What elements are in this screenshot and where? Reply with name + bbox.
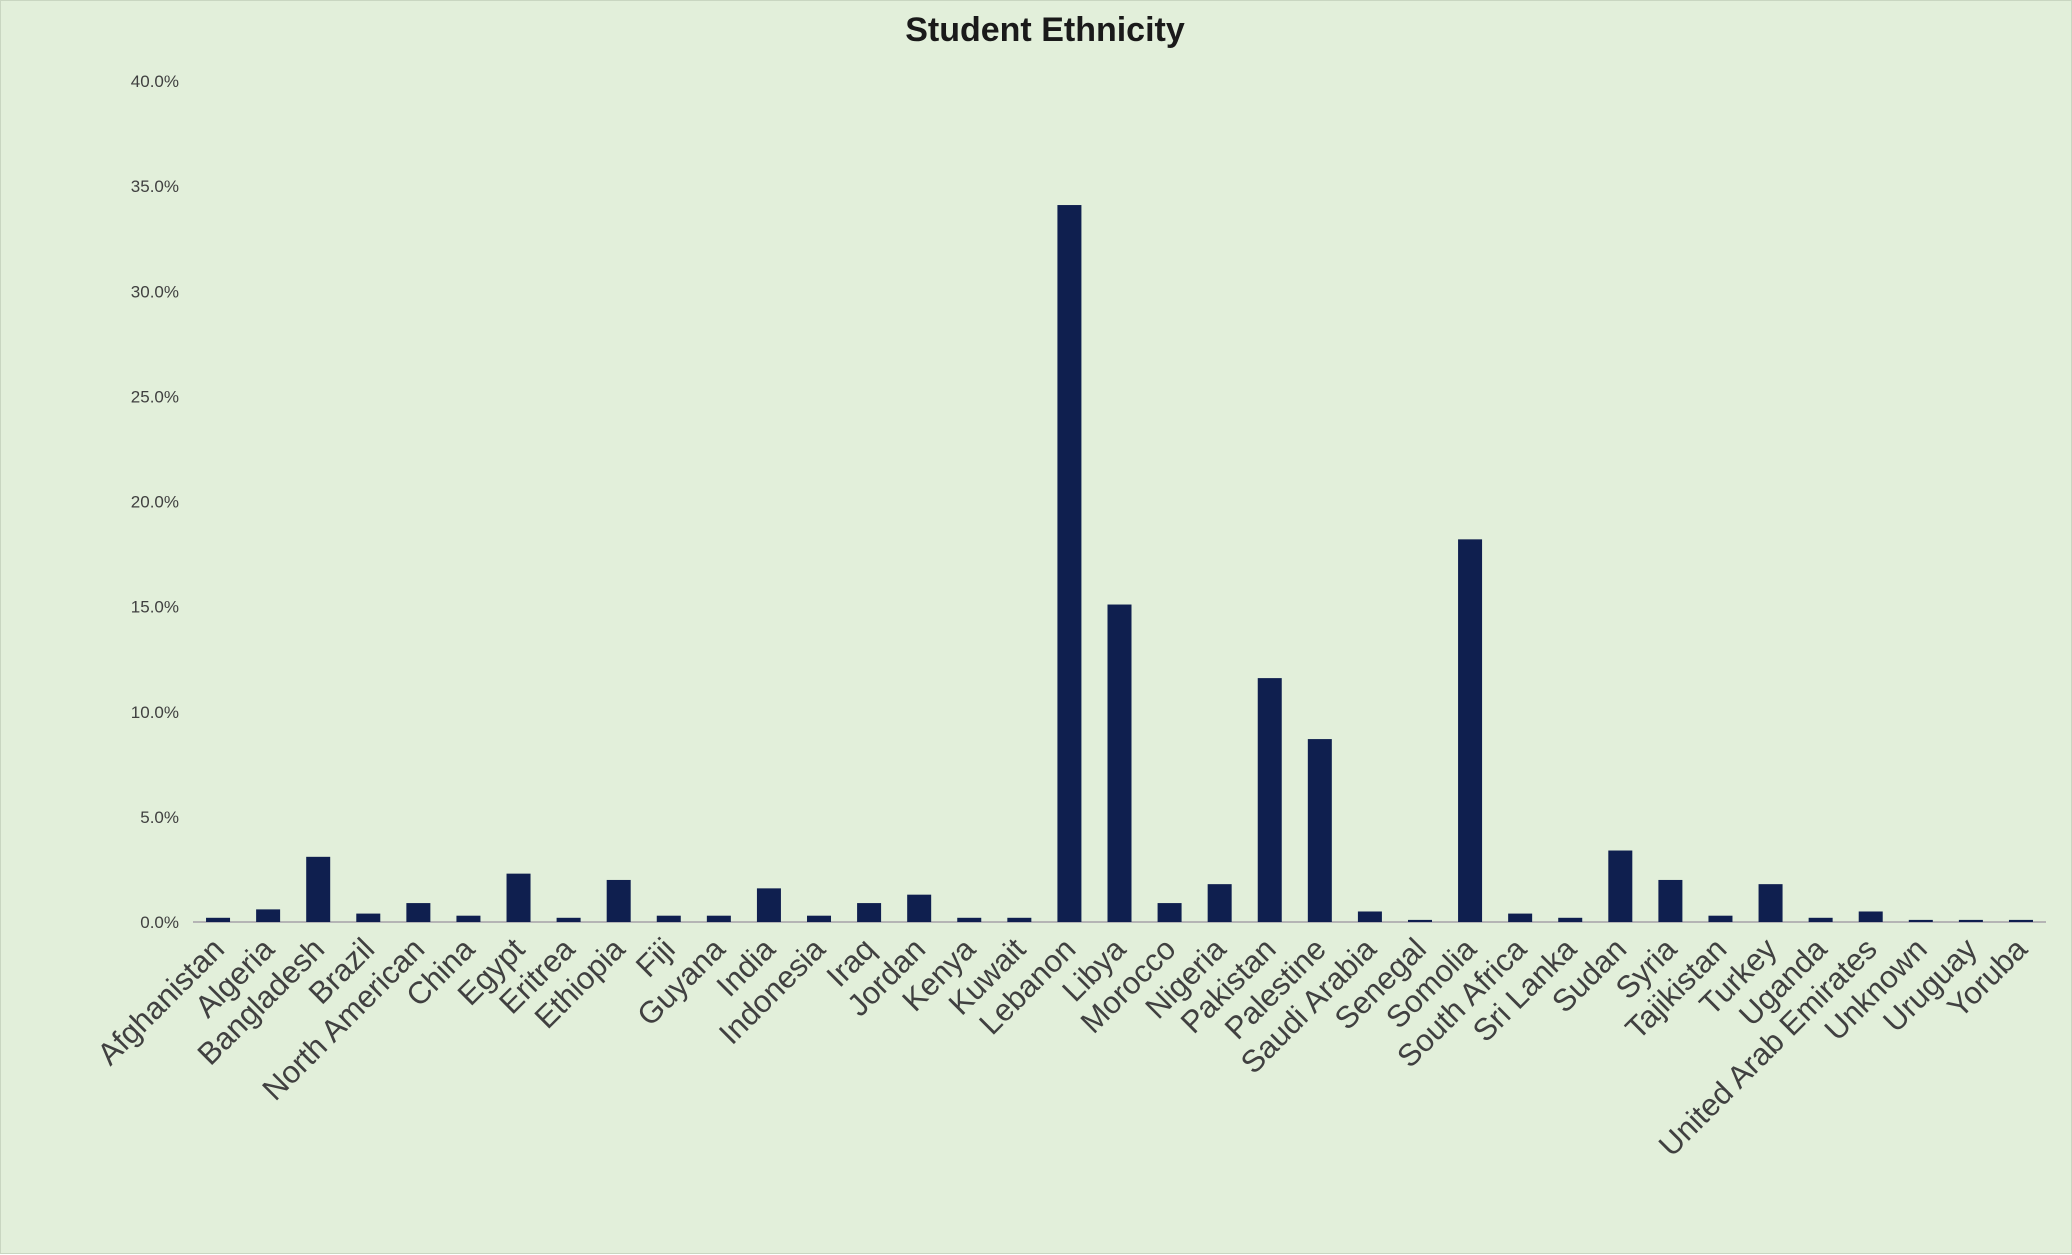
bar-palestine [1307, 739, 1332, 922]
bar-syria [1658, 879, 1683, 922]
bar-saudi-arabia [1357, 911, 1382, 922]
bar-tajikistan [1708, 915, 1733, 922]
bar-libya [1107, 604, 1132, 922]
bar-ethiopia [606, 879, 631, 922]
bar-nigeria [1207, 884, 1232, 922]
bar-uganda [1808, 917, 1833, 922]
bar-india [756, 888, 781, 922]
bars-group [206, 205, 2033, 923]
bar-north-american [406, 903, 431, 922]
bar-kuwait [1007, 917, 1032, 922]
bar-turkey [1758, 884, 1783, 922]
bar-united-arab-emirates [1858, 911, 1883, 922]
bar-algeria [256, 909, 281, 922]
bar-morocco [1157, 903, 1182, 922]
bar-sri-lanka [1558, 917, 1583, 922]
y-tick-label: 5.0% [140, 808, 179, 827]
y-tick-label: 15.0% [131, 598, 179, 617]
y-tick-label: 20.0% [131, 493, 179, 512]
bar-fiji [656, 915, 681, 922]
y-tick-label: 10.0% [131, 703, 179, 722]
bar-brazil [356, 913, 381, 922]
bar-lebanon [1057, 205, 1082, 923]
y-tick-label: 0.0% [140, 913, 179, 932]
bar-yoruba [2008, 919, 2033, 922]
y-tick-label: 35.0% [131, 177, 179, 196]
y-axis-ticks: 0.0% 5.0% 10.0% 15.0% 20.0% 25.0% 30.0% 35.0% 40… [131, 72, 179, 932]
bar-eritrea [556, 917, 581, 922]
y-tick-label: 40.0% [131, 72, 179, 91]
bar-senegal [1407, 919, 1432, 922]
bar-pakistan [1257, 678, 1282, 922]
bar-jordan [907, 894, 932, 922]
bar-bangladesh [306, 856, 331, 922]
bar-uruguay [1958, 919, 1983, 922]
bar-indonesia [807, 915, 832, 922]
bar-china [456, 915, 481, 922]
bar-kenya [957, 917, 982, 922]
bar-guyana [706, 915, 731, 922]
bar-somolia [1458, 539, 1483, 922]
bar-iraq [857, 903, 882, 922]
y-tick-label: 25.0% [131, 387, 179, 406]
x-axis-ticks: AfghanistanAlgeriaBangladeshBrazilNorth … [90, 931, 2034, 1163]
bar-afghanistan [206, 917, 231, 922]
bar-south-africa [1508, 913, 1533, 922]
bar-unknown [1908, 919, 1933, 922]
bar-sudan [1608, 850, 1633, 922]
bar-egypt [506, 873, 531, 922]
chart-title: Student Ethnicity [905, 11, 1185, 49]
y-tick-label: 30.0% [131, 282, 179, 301]
